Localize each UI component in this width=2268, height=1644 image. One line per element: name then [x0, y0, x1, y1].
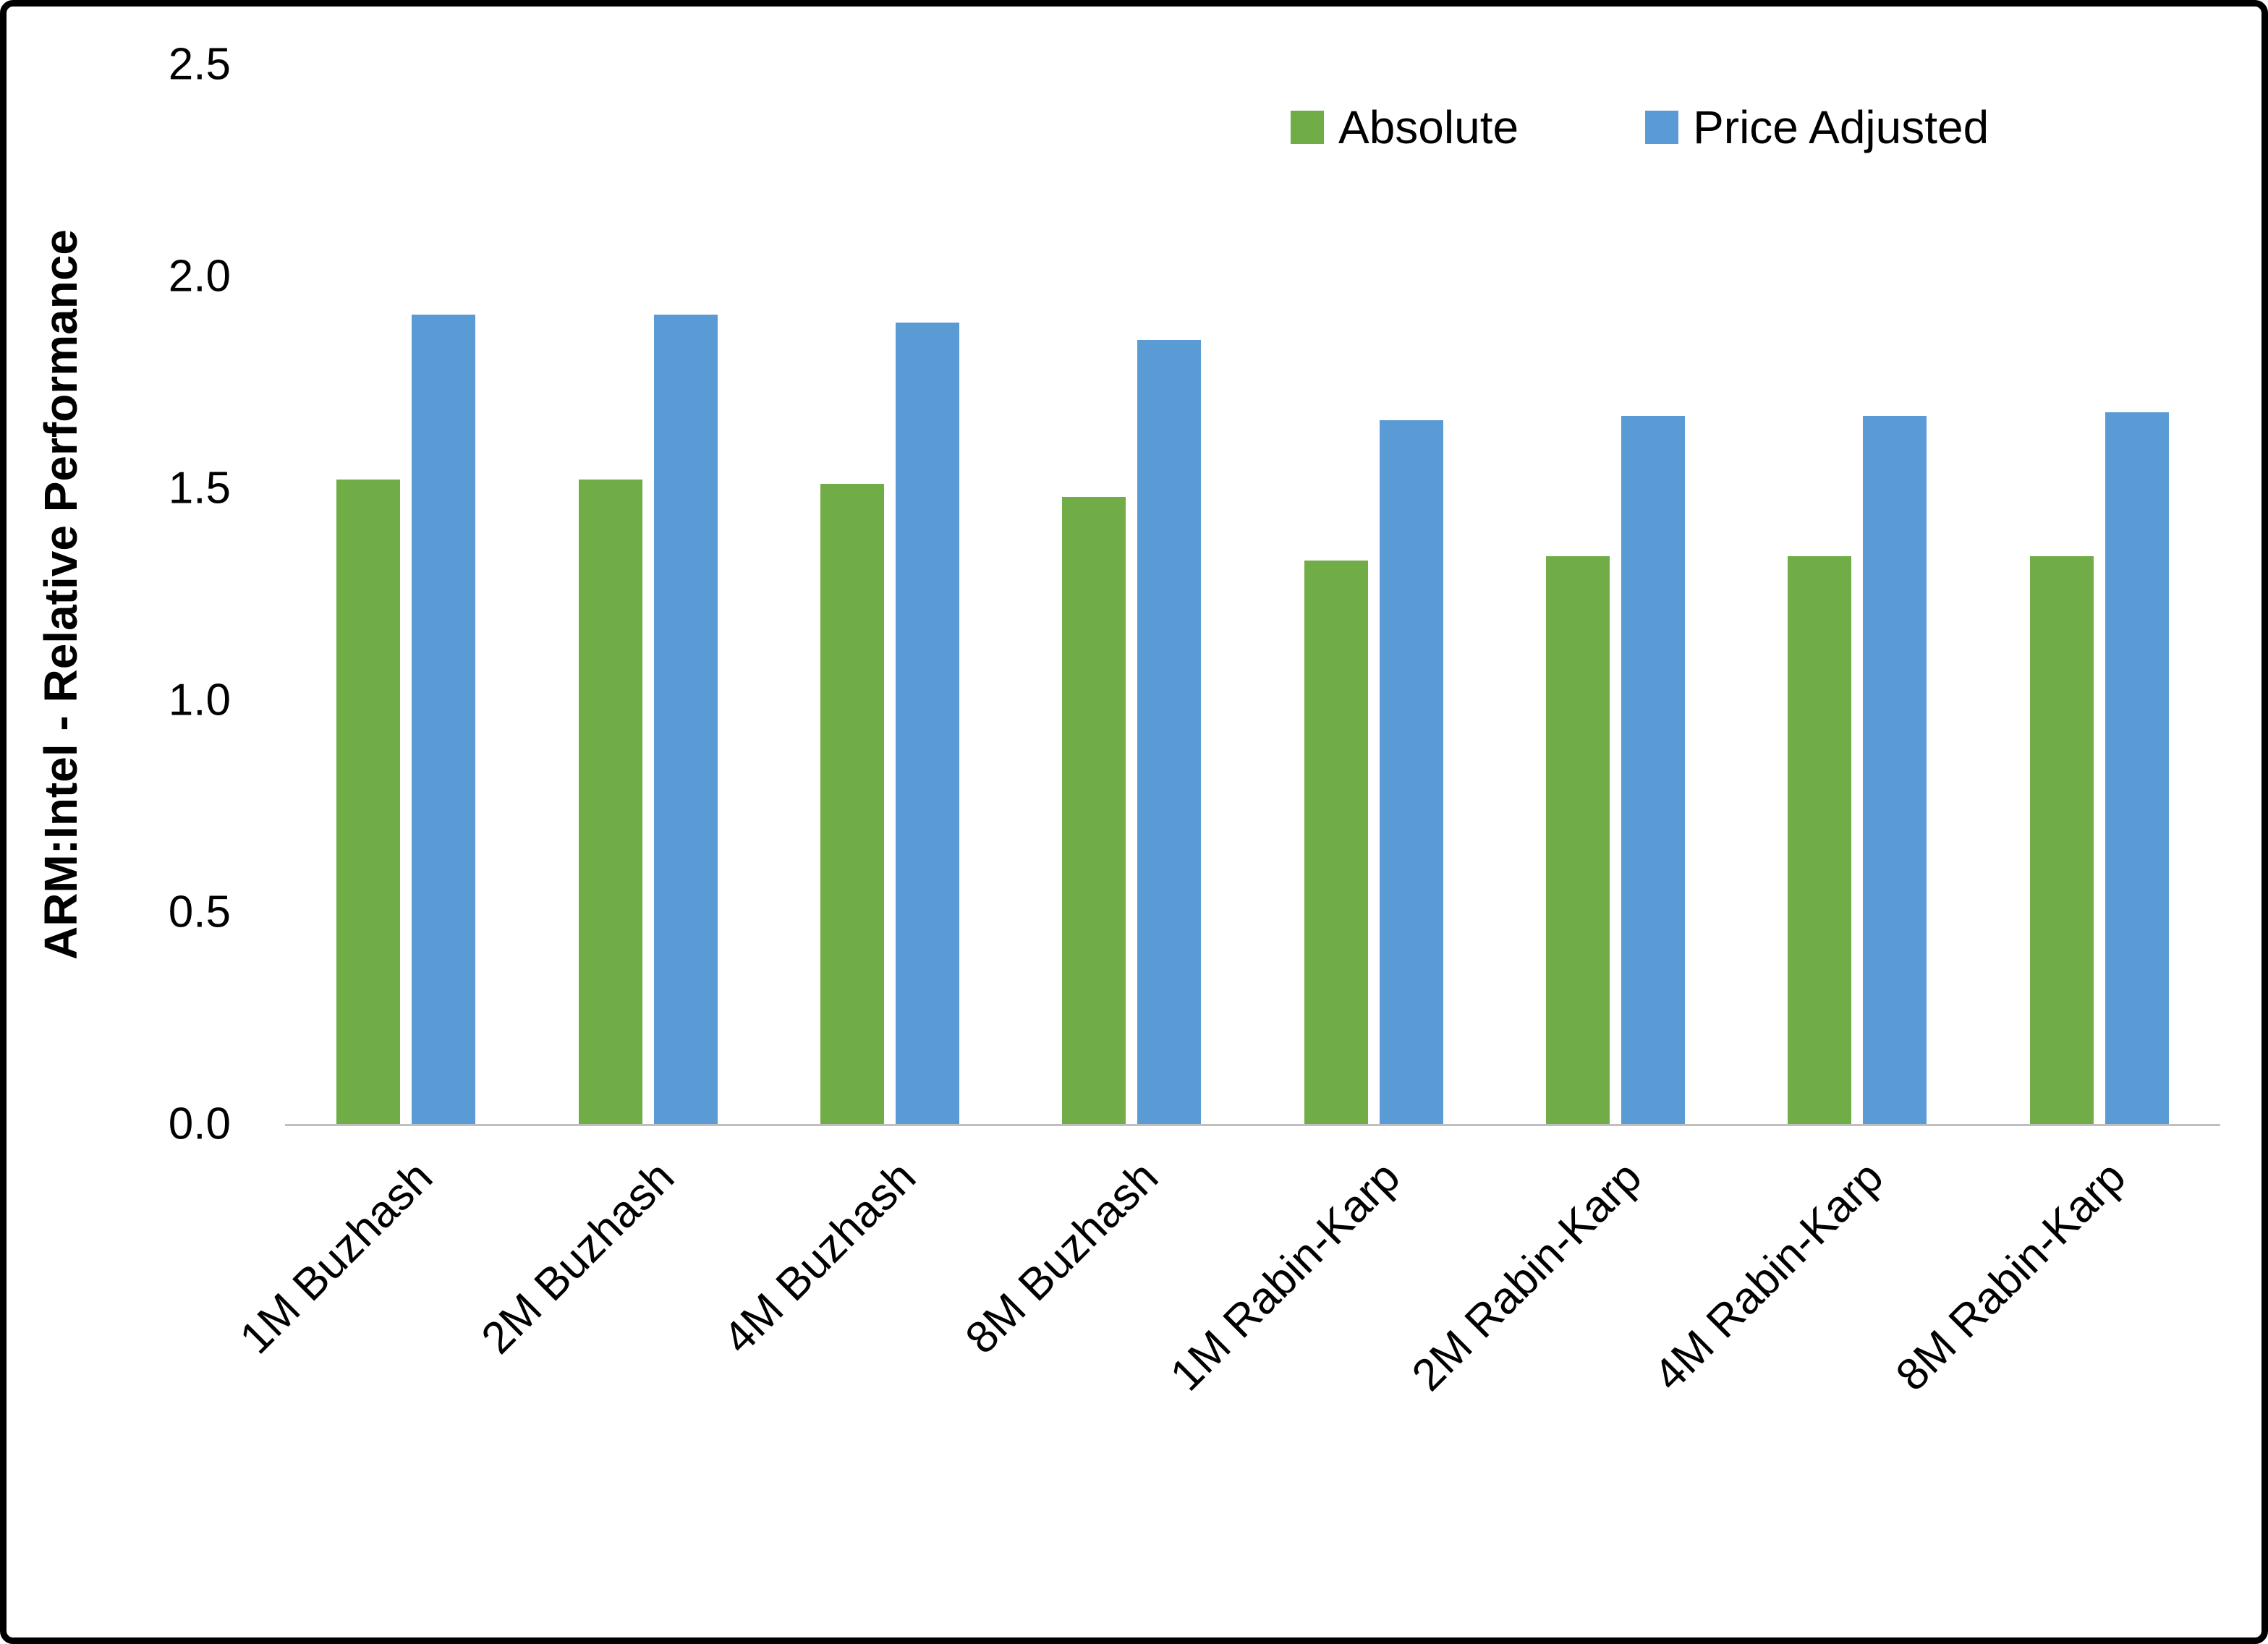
y-tick-label: 1.5 [168, 463, 231, 514]
bar-absolute [336, 480, 401, 1124]
bar-absolute [1304, 560, 1368, 1124]
bar-absolute [2029, 555, 2094, 1124]
x-label-cell: 4M Buzhash [714, 1126, 925, 1589]
legend-item-absolute: Absolute [1291, 101, 1519, 154]
y-tick-label: 2.0 [168, 251, 231, 302]
x-axis-label: 2M Rabin-Karp [1402, 1151, 1652, 1401]
bar-group-1m-rabin-karp [1253, 64, 1495, 1124]
bar-price-adjusted [412, 314, 476, 1124]
bar-group-4m-rabin-karp [1736, 64, 1978, 1124]
bar-price-adjusted [2105, 412, 2169, 1124]
y-tick-label: 1.0 [168, 675, 231, 725]
x-axis-labels: 1M Buzhash 2M Buzhash 4M Buzhash 8M Buzhash… [230, 1126, 2220, 1589]
bar-group-8m-buzhash [1011, 64, 1252, 1124]
bar-price-adjusted [1621, 416, 1686, 1124]
bar-price-adjusted [1863, 416, 1927, 1124]
x-axis-label: 4M Rabin-Karp [1644, 1151, 1893, 1401]
bar-absolute [1788, 555, 1852, 1124]
x-label-cell: 8M Buzhash [956, 1126, 1167, 1589]
x-label-cell: 2M Rabin-Karp [1403, 1126, 1652, 1589]
bar-group-8m-rabin-karp [1979, 64, 2220, 1124]
bar-group-2m-buzhash [527, 64, 768, 1124]
x-axis-label: 4M Buzhash [713, 1151, 926, 1364]
bar-absolute [820, 484, 884, 1124]
legend-swatch-price-adjusted [1645, 111, 1679, 144]
bar-price-adjusted [1137, 339, 1202, 1124]
bar-absolute [578, 480, 642, 1124]
x-label-cell: 1M Rabin-Karp [1161, 1126, 1410, 1589]
x-label-cell: 1M Buzhash [230, 1126, 441, 1589]
legend-label: Absolute [1338, 101, 1519, 153]
bar-group-4m-buzhash [769, 64, 1011, 1124]
bar-group-1m-buzhash [285, 64, 527, 1124]
x-axis-label: 1M Buzhash [230, 1151, 442, 1364]
bar-absolute [1546, 555, 1610, 1124]
bar-group-2m-rabin-karp [1495, 64, 1736, 1124]
legend-label: Price Adjusted [1693, 101, 1989, 153]
bar-price-adjusted [653, 314, 718, 1124]
y-tick-label: 0.5 [168, 887, 231, 937]
x-axis-label: 8M Rabin-Karp [1886, 1151, 2136, 1401]
bar-absolute [1062, 496, 1126, 1124]
y-tick-label: 2.5 [168, 39, 231, 90]
x-axis-label: 2M Buzhash [472, 1151, 684, 1364]
x-label-cell: 2M Buzhash [472, 1126, 684, 1589]
plot-area [285, 64, 2220, 1126]
x-label-cell: 4M Rabin-Karp [1644, 1126, 1893, 1589]
legend-item-price-adjusted: Price Adjusted [1645, 101, 1989, 154]
x-axis-label: 8M Buzhash [956, 1151, 1168, 1364]
legend-swatch-absolute [1291, 111, 1324, 144]
x-label-cell: 8M Rabin-Karp [1887, 1126, 2136, 1589]
bar-price-adjusted [1379, 420, 1443, 1124]
chart-legend: Absolute Price Adjusted [1291, 101, 1989, 154]
y-tick-label: 0.0 [168, 1099, 231, 1149]
y-axis-tick-labels: 0.0 0.5 1.0 1.5 2.0 2.5 [7, 40, 245, 1149]
bar-price-adjusted [895, 323, 959, 1124]
x-axis-label: 1M Rabin-Karp [1160, 1151, 1410, 1401]
